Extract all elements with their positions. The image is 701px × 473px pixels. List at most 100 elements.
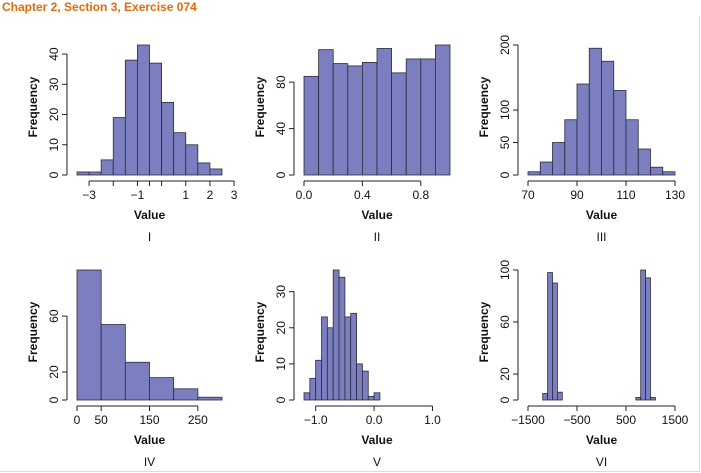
histogram-bar	[315, 359, 322, 401]
histogram-bar	[625, 119, 639, 176]
histogram-bar	[344, 316, 352, 401]
histogram-bar	[361, 62, 378, 176]
x-tick-label: 0.8	[412, 188, 429, 202]
histogram-bar	[557, 391, 563, 401]
histogram-bar	[137, 44, 150, 176]
y-axis-title: Frequency	[253, 76, 267, 137]
x-tick-label: 250	[188, 413, 208, 427]
histogram-bar	[149, 377, 175, 401]
histogram-bar	[173, 388, 199, 401]
histogram-bar	[552, 142, 566, 176]
histogram-bar	[197, 162, 211, 176]
x-tick-label: −1500	[511, 413, 545, 427]
x-axis-title: Value	[586, 433, 618, 447]
histogram-bar	[112, 117, 126, 176]
histogram-bar	[350, 312, 357, 401]
y-tick-label: 100	[498, 260, 512, 280]
histogram-bar	[100, 159, 114, 176]
x-tick-label: 0.0	[366, 413, 383, 427]
y-tick-label: 20	[498, 367, 512, 381]
histogram-bar	[124, 361, 150, 401]
histogram-bar	[547, 272, 553, 401]
histogram-bar	[539, 161, 553, 176]
y-tick-label: 10	[274, 357, 288, 371]
histogram-bar	[356, 363, 363, 401]
x-axis-title: Value	[586, 208, 618, 222]
panel-label: IV	[144, 455, 155, 469]
x-axis-title: Value	[134, 433, 166, 447]
x-tick-label: 70	[521, 188, 535, 202]
y-tick-label: 0	[47, 171, 61, 178]
histogram-bar	[161, 102, 175, 176]
y-axis-title: Frequency	[26, 301, 40, 362]
histogram-bar	[321, 316, 328, 401]
x-axis-title: Value	[361, 208, 393, 222]
histogram-bar	[332, 269, 340, 401]
y-axis-title: Frequency	[253, 301, 267, 362]
y-tick-label: 40	[274, 122, 288, 136]
x-tick-label: −3	[82, 188, 96, 202]
histogram-bar	[326, 327, 334, 401]
x-tick-label: 2	[207, 188, 214, 202]
histogram-bar	[662, 171, 676, 176]
histogram-bar	[332, 63, 349, 176]
histogram-panel-3: 70 90 110 130 0 50 100 200 Value Frequency III	[477, 35, 685, 244]
histogram-bar	[88, 171, 102, 176]
histogram-panel-5: −1.0 0.0 1.0 0 10 20 30 Value Frequency V	[253, 269, 441, 469]
histogram-bar	[650, 166, 664, 176]
histogram-bar	[650, 396, 656, 401]
histogram-bar	[420, 58, 436, 176]
page-frame	[0, 16, 700, 472]
x-axis-title: Value	[134, 208, 166, 222]
y-tick-label: 100	[498, 100, 512, 120]
histogram-bar	[338, 276, 346, 401]
x-tick-label: 3	[231, 188, 238, 202]
y-tick-label: 20	[47, 365, 61, 379]
x-tick-label: 1	[182, 188, 189, 202]
x-tick-label: 110	[616, 188, 635, 202]
histogram-bar	[527, 171, 541, 176]
y-tick-label: 0	[274, 396, 288, 403]
histogram-bar	[303, 392, 311, 401]
x-tick-label: 150	[139, 413, 159, 427]
y-axis-title: Frequency	[477, 76, 491, 137]
histogram-bar	[373, 392, 381, 401]
x-tick-label: −1.0	[304, 413, 328, 427]
histogram-bar	[613, 90, 627, 176]
page-title: Chapter 2, Section 3, Exercise 074	[2, 0, 197, 14]
y-tick-label: 50	[498, 136, 512, 150]
histogram-bar	[76, 171, 90, 176]
histogram-bar	[376, 48, 393, 176]
y-tick-label: 60	[498, 315, 512, 329]
histogram-bar	[564, 119, 578, 176]
histogram-bar	[552, 282, 558, 401]
histogram-bar	[173, 132, 187, 176]
histogram-bar	[185, 144, 199, 176]
histogram-bar	[434, 44, 451, 176]
panel-label: II	[374, 230, 381, 244]
y-tick-label: 30	[274, 285, 288, 299]
histogram-bar	[100, 324, 126, 401]
x-tick-label: 90	[570, 188, 584, 202]
y-tick-label: 200	[498, 35, 512, 55]
y-axis-title: Frequency	[26, 76, 40, 137]
y-tick-label: 20	[274, 321, 288, 335]
x-tick-label: 0	[74, 413, 81, 427]
panel-label: III	[596, 230, 606, 244]
histogram-bar	[601, 60, 615, 176]
x-tick-label: −500	[563, 413, 590, 427]
y-tick-label: 30	[47, 77, 61, 91]
histogram-panel-4: 0 50 150 250 0 20 60 Value Frequency IV	[26, 269, 223, 469]
histogram-bar	[76, 269, 102, 401]
histogram-bar	[405, 58, 422, 176]
panel-label: I	[148, 230, 151, 244]
x-tick-label: 130	[665, 188, 685, 202]
x-tick-label: 1500	[662, 413, 689, 427]
panel-label: VI	[596, 455, 607, 469]
histogram-panel-6: −1500 −500 500 1500 0 20 60 100 Value Frequency VI	[477, 260, 689, 469]
x-axis-title: Value	[361, 433, 393, 447]
y-tick-label: 60	[47, 309, 61, 323]
x-tick-label: 1.0	[424, 413, 441, 427]
